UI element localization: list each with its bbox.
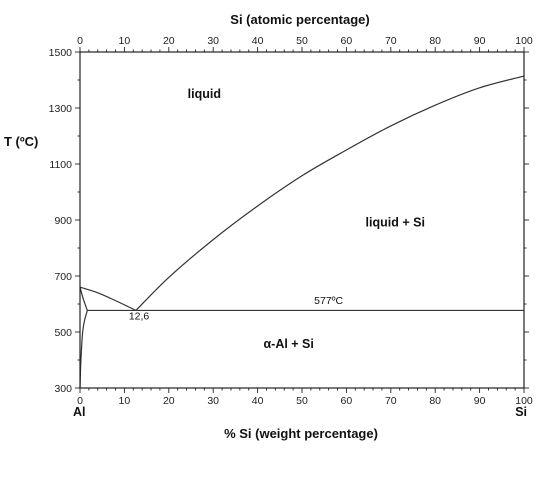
y-axis-title: T (ºC) <box>4 134 38 149</box>
x-tick-label-top: 60 <box>341 35 353 47</box>
phase-region-labels: liquid liquid + Si α-Al + Si <box>188 87 425 351</box>
top-axis-title: Si (atomic percentage) <box>230 12 369 27</box>
x-tick-label-bottom: 40 <box>252 395 264 407</box>
x-tick-label-top: 0 <box>77 35 83 47</box>
x-tick-label-top: 100 <box>515 35 533 47</box>
axis-ticks <box>75 47 529 393</box>
x-tick-label-top: 40 <box>252 35 264 47</box>
phase-region-label: liquid + Si <box>366 215 425 229</box>
y-tick-label: 1300 <box>49 103 73 115</box>
y-tick-label: 500 <box>54 327 72 339</box>
y-tick-label: 700 <box>54 271 72 283</box>
phase-region-label: α-Al + Si <box>263 337 313 351</box>
x-tick-label-top: 20 <box>163 35 175 47</box>
x-end-label-al: Al <box>73 405 86 419</box>
x-tick-label-top: 30 <box>207 35 219 47</box>
phase-boundary-curves <box>79 75 525 389</box>
phase-boundary-line <box>135 75 525 311</box>
x-end-label-si: Si <box>515 405 527 419</box>
y-tick-label: 1500 <box>49 47 73 59</box>
x-tick-label-top: 10 <box>119 35 131 47</box>
chart-annotation: 577ºC <box>314 295 343 307</box>
x-axis-title: % Si (weight percentage) <box>224 426 378 441</box>
x-tick-label-top: 90 <box>474 35 486 47</box>
phase-region-label: liquid <box>188 87 221 101</box>
chart-annotations: 12,6 577ºC <box>129 295 344 322</box>
x-tick-label-bottom: 50 <box>296 395 308 407</box>
x-tick-label-bottom: 80 <box>429 395 441 407</box>
x-tick-label-bottom: 60 <box>341 395 353 407</box>
x-tick-label-bottom: 70 <box>385 395 397 407</box>
chart-annotation: 12,6 <box>129 310 150 322</box>
x-tick-label-top: 70 <box>385 35 397 47</box>
x-tick-label-top: 50 <box>296 35 308 47</box>
y-tick-label: 300 <box>54 383 72 395</box>
x-tick-label-bottom: 0 <box>77 395 83 407</box>
x-tick-label-bottom: 20 <box>163 395 175 407</box>
phase-boundary-line <box>79 310 88 389</box>
x-tick-label-top: 80 <box>429 35 441 47</box>
x-tick-label-bottom: 10 <box>119 395 131 407</box>
y-tick-label: 1100 <box>49 159 72 171</box>
axis-tick-labels: 0 0 10 10 20 20 30 30 40 40 50 50 60 60 70 70 80 80 90 90 10… <box>49 35 533 407</box>
phase-boundary-line <box>79 287 88 311</box>
y-tick-label: 900 <box>54 215 72 227</box>
x-tick-label-bottom: 30 <box>207 395 219 407</box>
x-tick-label-bottom: 90 <box>474 395 486 407</box>
phase-boundary-line <box>79 286 137 311</box>
x-tick-label-bottom: 100 <box>515 395 533 407</box>
